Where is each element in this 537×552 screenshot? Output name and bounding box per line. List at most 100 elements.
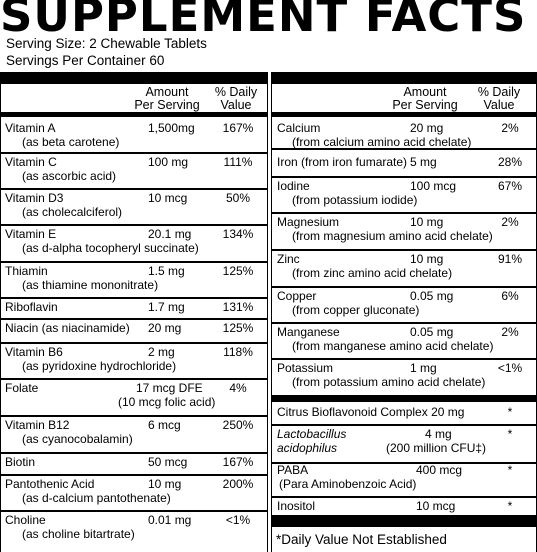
nutrient-amount: 0.05 mg: [410, 289, 454, 303]
ingredient-name: Citrus Bioflavonoid Complex 20 mg: [277, 405, 465, 419]
row-divider: [271, 358, 537, 360]
daily-value: 67%: [497, 179, 523, 193]
nutrient-amount: 1.7 mg: [148, 300, 185, 314]
row-divider: [0, 261, 268, 263]
nutrient-name: Thiamin: [5, 264, 48, 278]
nutrient-name: Folate: [5, 381, 39, 395]
daily-value: 118%: [223, 345, 253, 359]
nutrient-name: Copper: [277, 289, 317, 303]
row-divider: [271, 249, 537, 251]
row-divider: [271, 322, 537, 324]
frame-center-b: [271, 72, 272, 552]
daily-value: 167%: [222, 455, 254, 469]
daily-value: *: [507, 499, 513, 513]
daily-value: 200%: [222, 477, 254, 491]
row-divider: [0, 188, 268, 190]
nutrient-amount: 100 mcg: [410, 179, 457, 193]
row-divider: [0, 152, 268, 154]
ingredient-name: Inositol: [277, 499, 316, 513]
right-dv-header: % Daily Value: [477, 85, 521, 112]
right-amount-header: Amount Per Serving: [392, 85, 458, 112]
row-divider: [0, 342, 268, 344]
row-divider: [0, 224, 268, 226]
daily-value: 250%: [222, 418, 254, 432]
nutrient-source: (from copper gluconate): [292, 303, 420, 317]
nutrient-amount: 50 mcg: [148, 455, 188, 469]
nutrient-source: (from manganese amino acid chelate): [292, 339, 494, 353]
daily-value: 50%: [225, 191, 251, 205]
nutrient-source: (as d-alpha tocopheryl succinate): [22, 241, 199, 255]
row-divider: [0, 318, 268, 320]
nutrient-amount: 0.05 mg: [410, 325, 454, 339]
nutrient-source: (from potassium iodide): [292, 193, 418, 207]
nutrient-name: Pantothenic Acid: [5, 477, 95, 491]
daily-value: 28%: [497, 155, 523, 169]
nutrient-name: Iodine: [277, 179, 310, 193]
ingredient-detail: acidophilus: [277, 441, 338, 455]
daily-value: 2%: [501, 121, 519, 135]
nutrient-name: Vitamin B12: [5, 418, 70, 432]
ingredient-amount: 10 mcg: [416, 499, 456, 513]
row-divider: [271, 286, 537, 288]
header-rule-right: [271, 112, 537, 117]
daily-value: 2%: [501, 215, 519, 229]
nutrient-name: Magnesium: [277, 215, 340, 229]
ingredient-name: Lactobacillus: [277, 427, 347, 441]
row-divider: [0, 378, 268, 380]
top-bar-left: [0, 72, 268, 84]
nutrient-amount: 6 mcg: [148, 418, 181, 432]
daily-value: 2%: [501, 325, 519, 339]
nutrient-amount: 1.5 mg: [148, 264, 185, 278]
nutrient-source: (as cholecalciferol): [22, 205, 123, 219]
nutrient-amount: 10 mg: [148, 477, 182, 491]
nutrient-amount: 20 mg: [148, 321, 182, 335]
daily-value: 125%: [222, 321, 254, 335]
left-dv-header: % Daily Value: [214, 85, 258, 112]
nutrient-amount: 10 mg: [410, 215, 444, 229]
nutrient-source: (as pyridoxine hydrochloride): [22, 359, 177, 373]
nutrient-amount: 5 mg: [410, 155, 437, 169]
row-divider: [271, 424, 537, 426]
row-divider: [271, 212, 537, 214]
nutrient-amount-detail: (10 mcg folic acid): [118, 395, 216, 409]
nutrient-amount: 0.01 mg: [148, 513, 192, 527]
nutrient-name: Vitamin E: [5, 227, 57, 241]
nutrient-name: Iron (from iron fumarate): [277, 155, 408, 169]
daily-value: 6%: [501, 289, 519, 303]
nutrient-source: (from magnesium amino acid chelate): [292, 229, 493, 243]
ingredient-amount: 400 mcg: [416, 463, 463, 477]
daily-value: 131%: [222, 300, 254, 314]
row-divider: [0, 474, 268, 476]
nutrient-amount: 20.1 mg: [148, 227, 192, 241]
nutrient-source: (as d-calcium pantothenate): [22, 491, 171, 505]
nutrient-name: Vitamin C: [5, 155, 57, 169]
row-divider: [271, 462, 537, 464]
nutrient-name: Riboflavin: [5, 300, 58, 314]
nutrient-source: (as choline bitartrate): [22, 527, 135, 541]
nutrient-source: (as thiamine mononitrate): [22, 278, 159, 292]
top-bar-right: [271, 72, 537, 84]
nutrient-name: Manganese: [277, 325, 340, 339]
nutrient-source: (as ascorbic acid): [22, 169, 117, 183]
daily-value: 125%: [222, 264, 254, 278]
ingredient-amount: 4 mg: [425, 427, 452, 441]
ingredient-detail: (Para Aminobenzoic Acid): [279, 477, 417, 491]
servings-per-container: Servings Per Container 60: [6, 53, 165, 68]
ingredient-name: PABA: [277, 463, 309, 477]
frame-left: [0, 72, 1, 552]
row-divider: [0, 510, 268, 512]
nutrient-name: Vitamin B6: [5, 345, 63, 359]
left-amount-header: Amount Per Serving: [134, 85, 200, 112]
row-divider: [271, 148, 537, 150]
daily-value: 91%: [497, 252, 523, 266]
nutrient-source: (from calcium amino acid chelate): [292, 135, 472, 149]
nutrient-name: Potassium: [277, 361, 334, 375]
daily-value: <1%: [497, 361, 523, 375]
other-ingredients-rule: [271, 395, 537, 402]
nutrient-name: Zinc: [277, 252, 300, 266]
nutrient-name: Vitamin A: [5, 121, 56, 135]
daily-value: 111%: [223, 155, 253, 169]
nutrient-source: (from potassium amino acid chelate): [292, 375, 486, 389]
daily-value: *: [507, 463, 513, 477]
nutrient-amount: 2 mg: [148, 345, 175, 359]
